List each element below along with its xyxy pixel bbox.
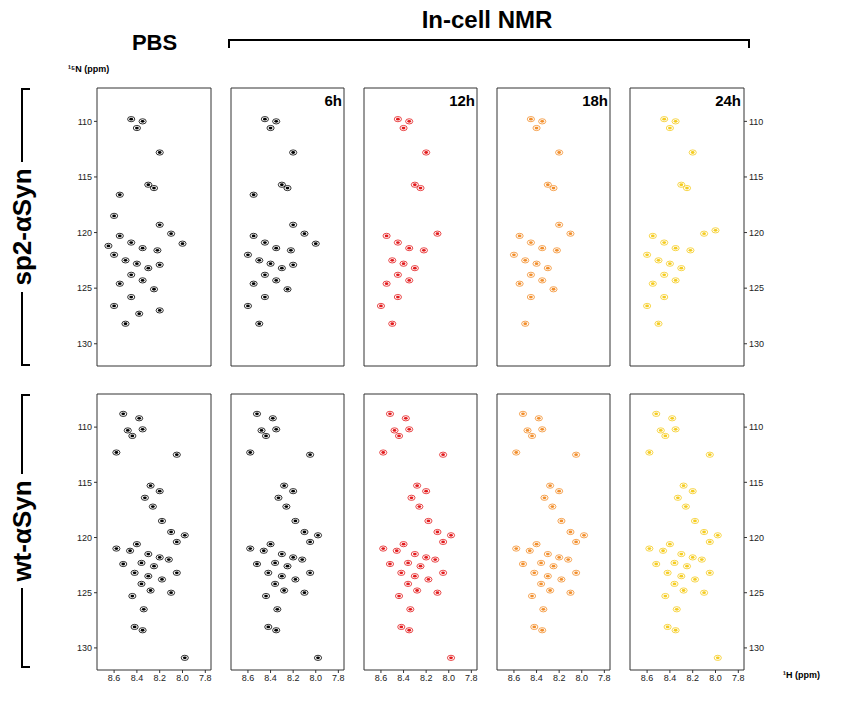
html-text:sp2-αSyn: sp2-αSyn <box>6 168 37 286</box>
svg-text:8.4: 8.4 <box>397 673 410 683</box>
html-text:¹H (ppm): ¹H (ppm) <box>783 670 820 680</box>
svg-text:8.4: 8.4 <box>264 673 277 683</box>
svg-text:125: 125 <box>749 283 764 293</box>
svg-text:130: 130 <box>77 339 92 349</box>
html-text:¹⁵N (ppm): ¹⁵N (ppm) <box>68 64 110 74</box>
svg-text:8.2: 8.2 <box>553 673 566 683</box>
svg-text:8.4: 8.4 <box>664 673 677 683</box>
svg-text:8.0: 8.0 <box>442 673 455 683</box>
svg-text:8.6: 8.6 <box>641 673 654 683</box>
svg-text:125: 125 <box>749 588 764 598</box>
svg-text:8.0: 8.0 <box>176 673 189 683</box>
html-text:12h: 12h <box>449 92 475 109</box>
svg-text:8.2: 8.2 <box>287 673 300 683</box>
html-text:PBS: PBS <box>131 30 178 55</box>
svg-text:8.4: 8.4 <box>131 673 144 683</box>
svg-text:130: 130 <box>749 339 764 349</box>
svg-text:7.8: 7.8 <box>598 673 611 683</box>
svg-text:130: 130 <box>749 643 764 653</box>
svg-text:110: 110 <box>749 422 763 432</box>
svg-text:110: 110 <box>78 117 92 127</box>
svg-text:8.4: 8.4 <box>530 673 543 683</box>
svg-text:8.0: 8.0 <box>309 673 322 683</box>
html-text:In-cell NMR: In-cell NMR <box>421 6 553 33</box>
svg-text:7.8: 7.8 <box>199 673 212 683</box>
svg-text:8.6: 8.6 <box>108 673 121 683</box>
svg-text:125: 125 <box>77 588 92 598</box>
svg-text:115: 115 <box>749 172 763 182</box>
html-text:24h: 24h <box>715 92 741 109</box>
html-text:18h: 18h <box>582 92 608 109</box>
svg-text:7.8: 7.8 <box>732 673 745 683</box>
svg-text:8.6: 8.6 <box>375 673 388 683</box>
svg-text:120: 120 <box>749 533 764 543</box>
svg-text:120: 120 <box>749 228 764 238</box>
svg-text:8.6: 8.6 <box>242 673 255 683</box>
html-text:wt-αSyn: wt-αSyn <box>6 480 37 582</box>
svg-text:8.0: 8.0 <box>709 673 722 683</box>
svg-text:8.2: 8.2 <box>420 673 433 683</box>
svg-text:8.6: 8.6 <box>508 673 521 683</box>
svg-text:7.8: 7.8 <box>465 673 478 683</box>
svg-text:120: 120 <box>77 228 92 238</box>
svg-text:115: 115 <box>78 172 92 182</box>
svg-text:110: 110 <box>78 422 92 432</box>
svg-text:115: 115 <box>749 478 763 488</box>
html-text:6h: 6h <box>324 92 342 109</box>
svg-text:125: 125 <box>77 283 92 293</box>
svg-text:115: 115 <box>78 478 92 488</box>
svg-text:130: 130 <box>77 643 92 653</box>
svg-text:7.8: 7.8 <box>332 673 345 683</box>
svg-text:8.0: 8.0 <box>575 673 588 683</box>
svg-text:8.2: 8.2 <box>686 673 699 683</box>
svg-text:110: 110 <box>749 117 763 127</box>
svg-text:8.2: 8.2 <box>153 673 166 683</box>
svg-text:120: 120 <box>77 533 92 543</box>
